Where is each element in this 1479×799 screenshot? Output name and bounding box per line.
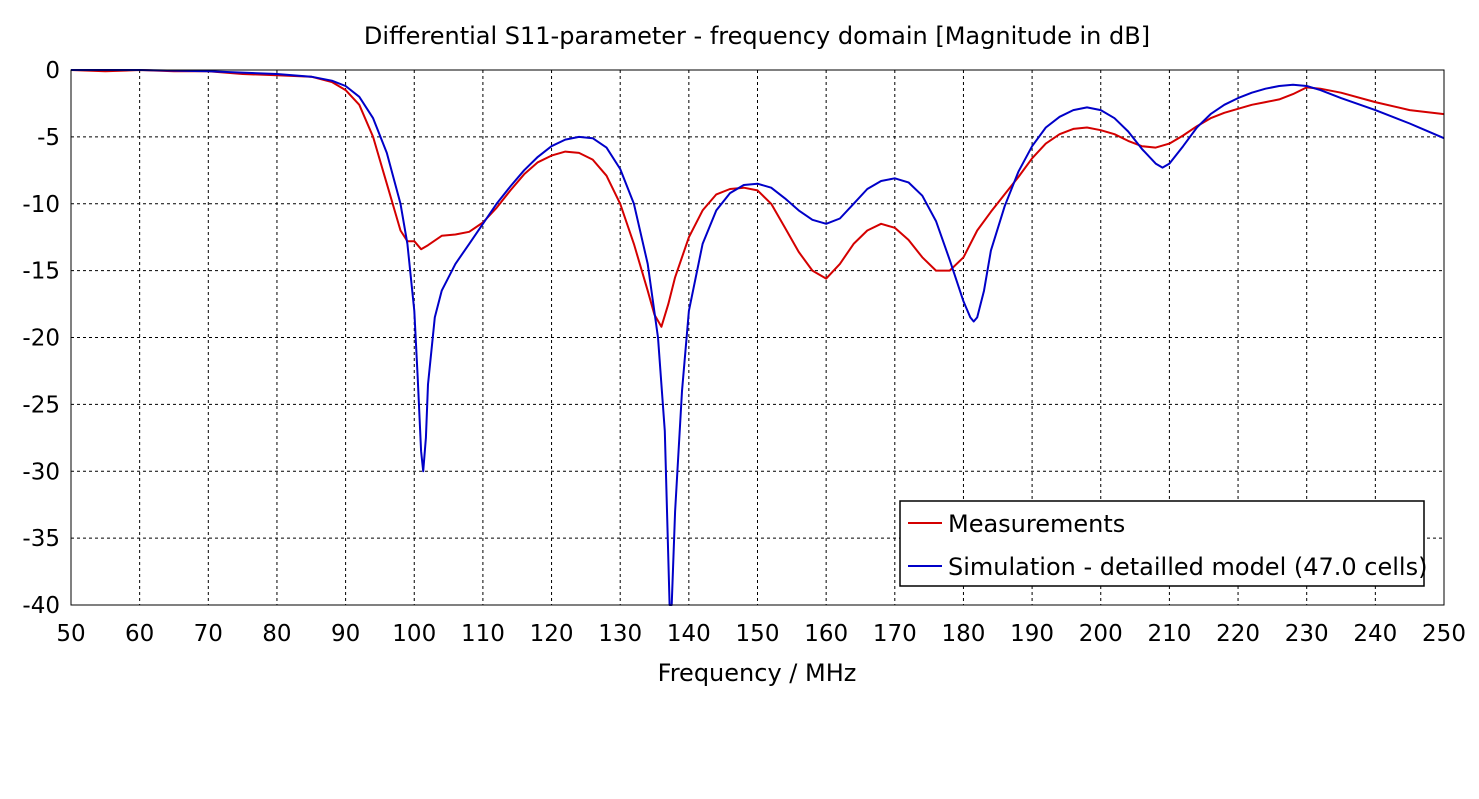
x-tick-label: 210 xyxy=(1147,621,1191,647)
y-tick-label: -15 xyxy=(22,259,60,285)
x-tick-label: 90 xyxy=(331,621,360,647)
y-tick-label: -10 xyxy=(22,192,60,218)
y-tick-label: -40 xyxy=(22,593,60,619)
x-tick-label: 190 xyxy=(1010,621,1054,647)
x-tick-label: 70 xyxy=(194,621,223,647)
x-tick-label: 120 xyxy=(530,621,574,647)
x-tick-label: 100 xyxy=(392,621,436,647)
legend-box xyxy=(899,500,1425,587)
legend-label-simulation: Simulation - detailled model (47.0 cells… xyxy=(948,553,1427,581)
y-tick-label: -5 xyxy=(37,125,60,151)
x-tick-label: 220 xyxy=(1216,621,1260,647)
x-tick-label: 80 xyxy=(262,621,291,647)
x-tick-label: 160 xyxy=(804,621,848,647)
plot-frame xyxy=(70,69,1445,606)
x-tick-labels: 50 60 70 80 90 100 110 120 130 140 150 160 170 180 190… xyxy=(56,621,1466,647)
x-tick-label: 50 xyxy=(56,621,85,647)
x-tick-label: 170 xyxy=(873,621,917,647)
x-tick-label: 240 xyxy=(1353,621,1397,647)
series-lines xyxy=(70,69,1445,606)
x-tick-label: 250 xyxy=(1422,621,1466,647)
x-tick-label: 230 xyxy=(1285,621,1329,647)
y-tick-label: -20 xyxy=(22,326,60,352)
series-line-measurements xyxy=(70,69,1445,328)
y-tick-label: -25 xyxy=(22,392,60,418)
y-tick-labels: 0 -5 -10 -15 -20 -25 -30 -35 -40 xyxy=(22,58,60,619)
x-tick-label: 200 xyxy=(1079,621,1123,647)
x-tick-label: 110 xyxy=(461,621,505,647)
x-tick-label: 140 xyxy=(667,621,711,647)
x-axis-label: Frequency / MHz xyxy=(658,659,857,687)
x-tick-label: 60 xyxy=(125,621,154,647)
series-line-simulation xyxy=(71,69,1445,606)
x-tick-label: 150 xyxy=(736,621,780,647)
x-tick-label: 130 xyxy=(598,621,642,647)
x-tick-label: 180 xyxy=(941,621,985,647)
y-tick-label: 0 xyxy=(45,58,60,84)
y-tick-label: -35 xyxy=(22,526,60,552)
legend: Measurements Simulation - detailled mode… xyxy=(899,500,1427,587)
y-tick-label: -30 xyxy=(22,459,60,485)
chart-title: Differential S11-parameter - frequency d… xyxy=(364,22,1150,50)
legend-label-measurements: Measurements xyxy=(948,510,1125,538)
